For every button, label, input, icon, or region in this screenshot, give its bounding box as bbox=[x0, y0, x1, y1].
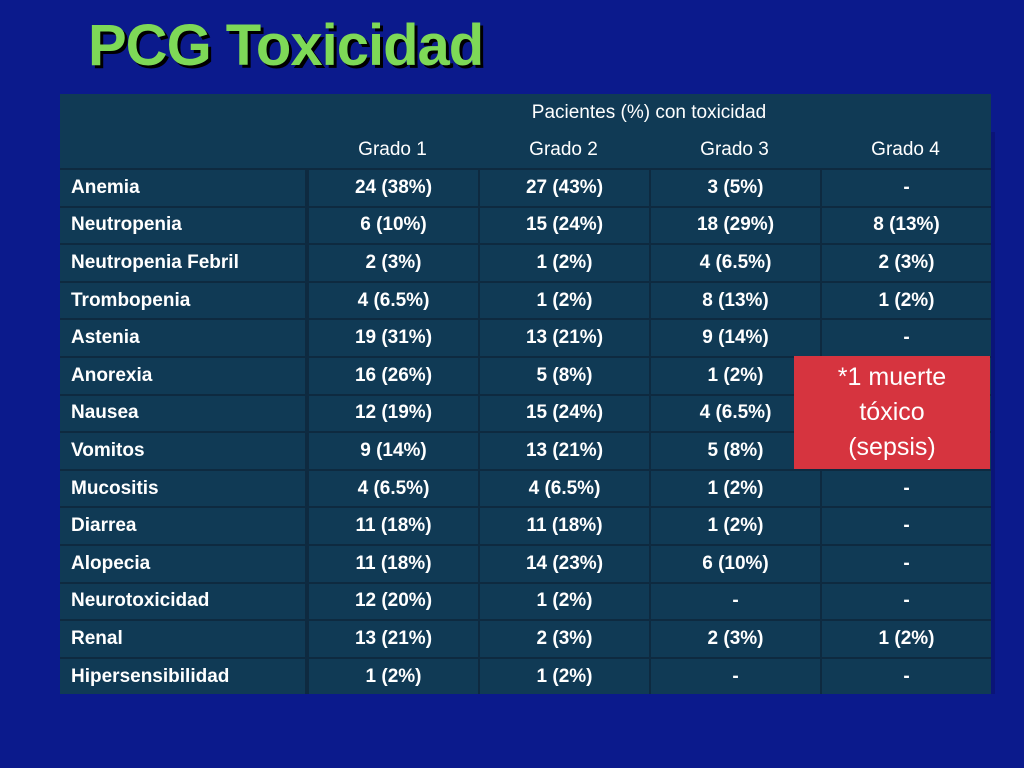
table-cell: 15 (24%) bbox=[478, 205, 649, 244]
row-label: Trombopenia bbox=[60, 280, 307, 319]
table-cell: 1 (2%) bbox=[820, 619, 992, 657]
table-cell: - bbox=[820, 543, 992, 582]
table-cell: 6 (10%) bbox=[307, 205, 478, 244]
table-cell: 14 (23%) bbox=[478, 543, 649, 582]
table-cell: 13 (21%) bbox=[478, 431, 649, 469]
column-header-row: Grado 1 Grado 2 Grado 3 Grado 4 bbox=[60, 131, 991, 168]
table-row: Vomitos 9 (14%) 13 (21%) 5 (8%) bbox=[60, 431, 992, 469]
table-cell: 16 (26%) bbox=[307, 355, 478, 394]
table-row: Alopecia 11 (18%) 14 (23%) 6 (10%) - bbox=[60, 543, 992, 582]
corner-cell bbox=[60, 94, 307, 168]
row-label: Diarrea bbox=[60, 506, 307, 544]
table-cell: 1 (2%) bbox=[478, 280, 649, 319]
table-row: Renal 13 (21%) 2 (3%) 2 (3%) 1 (2%) bbox=[60, 619, 992, 657]
row-label: Neutropenia bbox=[60, 205, 307, 244]
table-cell: 2 (3%) bbox=[649, 619, 820, 657]
column-header-grado-1: Grado 1 bbox=[358, 138, 427, 160]
note-line: (sepsis) bbox=[848, 433, 936, 461]
table-cell: 1 (2%) bbox=[649, 355, 820, 394]
table-cell: 24 (38%) bbox=[307, 168, 478, 206]
table-row: Astenia 19 (31%) 13 (21%) 9 (14%) - bbox=[60, 318, 992, 356]
table-cell: 1 (2%) bbox=[820, 280, 992, 319]
table-shadow bbox=[991, 132, 995, 694]
table-cell: 15 (24%) bbox=[478, 393, 649, 432]
death-note-callout: *1 muerte tóxico (sepsis) bbox=[794, 356, 990, 469]
table-cell: 13 (21%) bbox=[307, 619, 478, 657]
row-label: Neutropenia Febril bbox=[60, 243, 307, 281]
table-cell: 8 (13%) bbox=[820, 205, 992, 244]
row-label: Anorexia bbox=[60, 355, 307, 394]
table-row: Trombopenia 4 (6.5%) 1 (2%) 8 (13%) 1 (2… bbox=[60, 280, 992, 319]
table-cell: - bbox=[820, 581, 992, 620]
table-cell: 19 (31%) bbox=[307, 318, 478, 356]
table-row: Anemia 24 (38%) 27 (43%) 3 (5%) - bbox=[60, 168, 992, 206]
table-cell: - bbox=[820, 168, 992, 206]
table-cell: 27 (43%) bbox=[478, 168, 649, 206]
table-cell: 3 (5%) bbox=[649, 168, 820, 206]
table-row: Mucositis 4 (6.5%) 4 (6.5%) 1 (2%) - bbox=[60, 468, 992, 507]
table-cell: 8 (13%) bbox=[649, 280, 820, 319]
table-cell: 11 (18%) bbox=[307, 506, 478, 544]
table-cell: 4 (6.5%) bbox=[307, 280, 478, 319]
table-cell: 5 (8%) bbox=[478, 355, 649, 394]
column-header-grado-4: Grado 4 bbox=[871, 138, 940, 160]
table-row: Neutropenia 6 (10%) 15 (24%) 18 (29%) 8 … bbox=[60, 205, 992, 244]
row-label: Hipersensibilidad bbox=[60, 656, 307, 695]
table-cell: 1 (2%) bbox=[649, 506, 820, 544]
table-cell: 12 (19%) bbox=[307, 393, 478, 432]
table-row: Nausea 12 (19%) 15 (24%) 4 (6.5%) bbox=[60, 393, 992, 432]
table-cell: - bbox=[820, 318, 992, 356]
table-cell: 18 (29%) bbox=[649, 205, 820, 244]
table-row: Neurotoxicidad 12 (20%) 1 (2%) - - bbox=[60, 581, 992, 620]
table-cell: 2 (3%) bbox=[820, 243, 992, 281]
table-row: Hipersensibilidad 1 (2%) 1 (2%) - - bbox=[60, 656, 992, 695]
table-cell: 2 (3%) bbox=[478, 619, 649, 657]
table-cell: 1 (2%) bbox=[478, 581, 649, 620]
table-cell: - bbox=[820, 506, 992, 544]
table-cell: 6 (10%) bbox=[649, 543, 820, 582]
table-cell: - bbox=[649, 581, 820, 620]
group-header: Pacientes (%) con toxicidad bbox=[531, 101, 767, 123]
table-cell: 13 (21%) bbox=[478, 318, 649, 356]
table-cell: 4 (6.5%) bbox=[649, 393, 820, 432]
table-cell: 11 (18%) bbox=[307, 543, 478, 582]
row-label: Neurotoxicidad bbox=[60, 581, 307, 620]
row-label: Astenia bbox=[60, 318, 307, 356]
table-row: Neutropenia Febril 2 (3%) 1 (2%) 4 (6.5%… bbox=[60, 243, 992, 281]
table-cell: 4 (6.5%) bbox=[478, 468, 649, 507]
table-cell: 1 (2%) bbox=[649, 468, 820, 507]
row-label: Anemia bbox=[60, 168, 307, 206]
toxicity-table: Pacientes (%) con toxicidad Grado 1 Grad… bbox=[60, 94, 992, 695]
table-cell: 4 (6.5%) bbox=[307, 468, 478, 507]
row-label: Mucositis bbox=[60, 468, 307, 507]
column-header-grado-3: Grado 3 bbox=[700, 138, 769, 160]
table-cell: 2 (3%) bbox=[307, 243, 478, 281]
table-cell: 1 (2%) bbox=[478, 243, 649, 281]
table-cell: - bbox=[820, 468, 992, 507]
table-cell: 12 (20%) bbox=[307, 581, 478, 620]
note-line: *1 muerte bbox=[837, 363, 947, 391]
table-cell: 1 (2%) bbox=[478, 656, 649, 695]
row-label: Nausea bbox=[60, 393, 307, 432]
table-cell: 1 (2%) bbox=[307, 656, 478, 695]
table-row: Diarrea 11 (18%) 11 (18%) 1 (2%) - bbox=[60, 506, 992, 544]
row-label: Alopecia bbox=[60, 543, 307, 582]
table-cell: 9 (14%) bbox=[307, 431, 478, 469]
slide-title: PCG Toxicidad bbox=[88, 13, 484, 78]
note-line: tóxico bbox=[859, 398, 925, 426]
table-cell: 11 (18%) bbox=[478, 506, 649, 544]
row-label: Renal bbox=[60, 619, 307, 657]
table-cell: 5 (8%) bbox=[649, 431, 820, 469]
row-label: Vomitos bbox=[60, 431, 307, 469]
column-header-grado-2: Grado 2 bbox=[529, 138, 598, 160]
table-cell: 9 (14%) bbox=[649, 318, 820, 356]
table-cell: - bbox=[820, 656, 992, 695]
group-header-row: Pacientes (%) con toxicidad bbox=[60, 94, 991, 131]
table-cell: - bbox=[649, 656, 820, 695]
table-cell: 4 (6.5%) bbox=[649, 243, 820, 281]
